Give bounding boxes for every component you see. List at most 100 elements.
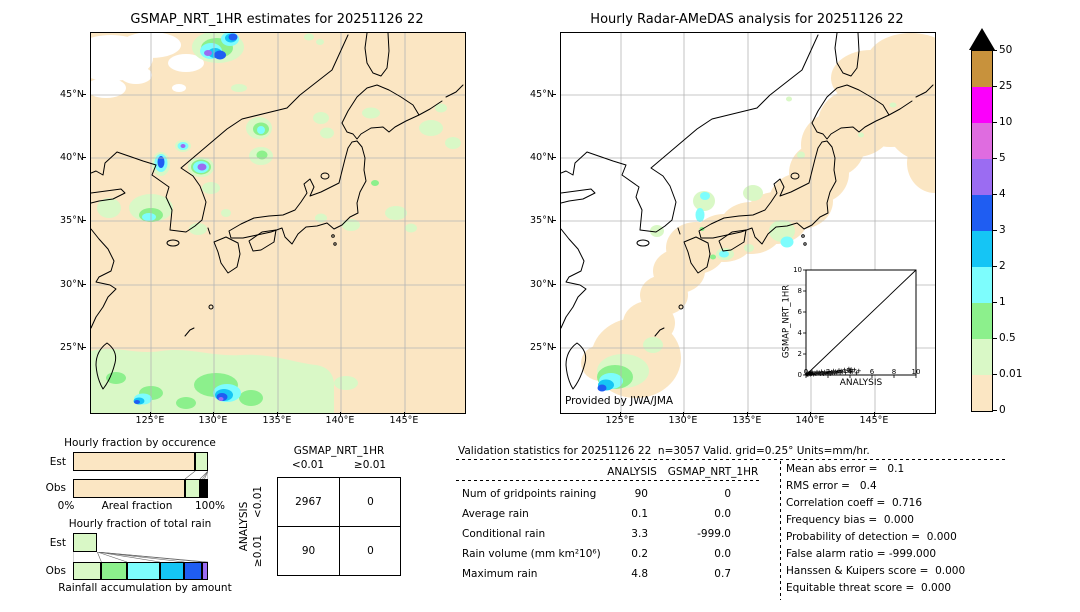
colorbar-tick-label: 3 [999,223,1006,236]
score-line: Mean abs error = 0.1 [786,463,905,475]
right-map-lat-label: 40°N [530,152,554,163]
colorbar-tick-label: 25 [999,79,1013,92]
right-map-title: Hourly Radar-AMeDAS analysis for 2025112… [590,12,904,27]
score-line: False alarm ratio = -999.000 [786,548,937,560]
stats-row-label: Num of gridpoints raining [462,488,597,500]
scatter-point [821,371,826,376]
right-map-lon-tick [873,412,875,416]
colorbar-tick [993,373,997,375]
bar-segment [204,479,207,498]
scatter-point [837,368,841,373]
colorbar-segment [972,51,992,87]
stats-value-gsmap: 0.0 [714,508,731,520]
totalrain-chart-title: Hourly fraction of total rain [68,518,212,530]
colorbar-tick-label: 4 [999,187,1006,200]
left-map-lon-label: 135°E [262,415,292,426]
occurrence-est-label: Est [49,456,66,468]
colorbar [971,50,993,412]
right-map-lon-tick [682,412,684,416]
totalrain-obs-bar [73,562,208,580]
stats-value-analysis: 90 [634,488,648,500]
score-line: Correlation coeff = 0.716 [786,497,922,509]
map-credit: Provided by JWA/JMA [565,395,674,407]
colorbar-tick [993,301,997,303]
colorbar-tick [993,265,997,267]
right-map-lat-label: 30°N [530,279,554,290]
bar-segment [202,479,205,498]
score-line: Probability of detection = 0.000 [786,531,957,543]
stats-value-analysis: 0.2 [631,548,648,560]
inset-ytick-label: 4 [797,329,802,337]
contingency-hline [278,526,400,528]
scatter-point [849,367,854,372]
colorbar-tick [993,229,997,231]
stats-value-gsmap: 0 [724,488,731,500]
stats-col-gsmap: GSMAP_NRT_1HR [667,466,759,478]
occurrence-est-bar [73,452,208,471]
inset-xtick-label: 8 [891,368,897,376]
contingency-table: 2967 0 90 0 [277,477,401,576]
inset-xtick-label: 4 [847,368,853,376]
occurrence-axis-label: Areal fraction [101,500,173,512]
scatter-point [830,370,835,375]
colorbar-tick-label: 1 [999,295,1006,308]
colorbar-segment [972,339,992,375]
inset-ytick-label: 8 [797,287,802,295]
left-map-lat-label: 45°N [60,89,84,100]
left-map-lon-label: 145°E [389,415,419,426]
colorbar-segment [972,159,992,195]
stats-row-label: Conditional rain [462,528,546,540]
left-map-lat-label: 25°N [60,342,84,353]
right-map-lon-label: 125°E [605,415,635,426]
bar-segment [185,479,200,498]
bar-segment [199,479,203,498]
right-map-lon-label: 130°E [668,415,698,426]
bar-segment [160,562,185,580]
scatter-point [842,367,847,372]
left-map-lon-tick [149,412,151,416]
inset-xtick-label: 10 [911,368,921,376]
left-map-lon-label: 140°E [325,415,355,426]
scatter-point [854,370,859,375]
right-map-lat-tick [552,346,556,348]
inset-xtick-label: 6 [869,368,875,376]
right-map-lon-tick [746,412,748,416]
stats-value-analysis: 0.1 [631,508,648,520]
left-map-lat-tick [82,219,86,221]
colorbar-tick-label: 2 [999,259,1006,272]
colorbar-tick [993,337,997,339]
stats-header-rule [456,480,760,481]
right-map-lat-label: 35°N [530,215,554,226]
scatter-point [848,369,852,374]
right-map-lon-label: 140°E [795,415,825,426]
contingency-row-axis: ANALYSIS [237,501,250,552]
left-map-lat-tick [82,156,86,158]
left-map-lon-label: 130°E [198,415,228,426]
totalrain-est-bar [73,533,208,552]
totalrain-est-label: Est [49,537,66,549]
colorbar-tick-label: 0 [999,403,1006,416]
occurrence-chart-title: Hourly fraction by occurence [64,437,216,449]
bar-segment [195,452,208,471]
colorbar-tick [993,193,997,195]
colorbar-tick-label: 5 [999,151,1006,164]
stats-value-gsmap: 0.7 [714,568,731,580]
colorbar-segment [972,195,992,231]
inset-xtick-label: 2 [825,368,831,376]
stats-title: Validation statistics for 20251126 22 n=… [458,445,870,457]
score-line: Frequency bias = 0.000 [786,514,914,526]
inset-xtick-label: 0 [803,368,809,376]
totalrain-connectors [73,552,208,562]
left-map-lon-tick [212,412,214,416]
left-map-lat-tick [82,283,86,285]
right-map-lat-tick [552,93,556,95]
colorbar-tick-label: 0.5 [999,331,1016,344]
left-map [69,31,466,414]
contingency-cell-00: 2967 [295,496,322,508]
right-map-lat-tick [552,219,556,221]
stats-value-analysis: 3.3 [631,528,648,540]
scatter-point [827,369,832,374]
inset-ytick-label: 0 [797,371,802,379]
left-map-lat-label: 40°N [60,152,84,163]
